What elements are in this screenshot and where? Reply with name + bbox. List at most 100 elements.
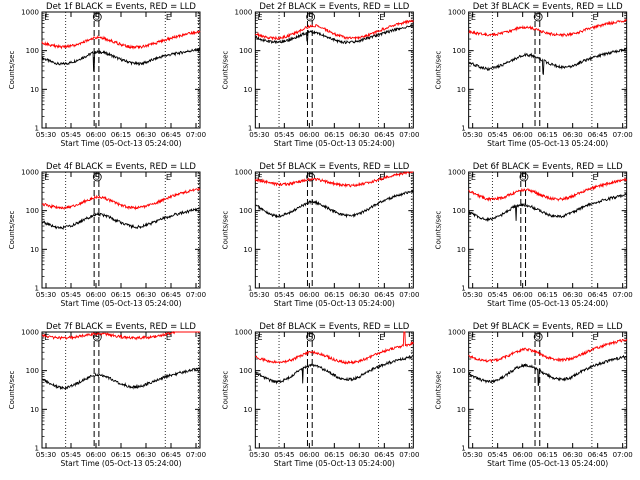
series-line-events	[468, 354, 628, 387]
x-tick-label: 06:00	[513, 451, 533, 459]
x-axis-label: Start Time (05-Oct-13 05:24:00)	[274, 299, 395, 308]
x-tick-label: 05:45	[61, 131, 81, 139]
y-tick-label: 10	[30, 406, 39, 414]
marker-e-left: E	[258, 333, 263, 342]
marker-e-left: E	[44, 173, 49, 182]
x-tick-label: 06:45	[374, 291, 394, 299]
marker-s: S	[521, 173, 526, 182]
y-tick-label: 100	[26, 207, 39, 215]
y-tick-label: 1	[248, 125, 252, 133]
panel-3f: Det 3f BLACK = Events, RED = LLD 1 10 100 10…	[435, 2, 633, 148]
x-tick-label: 06:15	[538, 291, 558, 299]
x-tick-label: 06:00	[86, 451, 106, 459]
x-tick-label: 06:30	[136, 291, 156, 299]
marker-s: S	[95, 173, 100, 182]
x-tick-label: 05:30	[463, 131, 483, 139]
panel-9f: Det 9f BLACK = Events, RED = LLD 1 10 100 10…	[435, 322, 633, 468]
marker-e-right: E	[593, 13, 598, 22]
x-tick-label: 06:15	[324, 131, 344, 139]
series-line-lld	[468, 338, 628, 364]
series-line-events	[41, 367, 201, 391]
y-axis-label: Counts/sec	[435, 211, 443, 250]
x-tick-label: 06:15	[111, 131, 131, 139]
x-tick-label: 05:30	[249, 131, 269, 139]
series-line-events	[41, 46, 201, 72]
x-axis-label: Start Time (05-Oct-13 05:24:00)	[60, 459, 181, 468]
series-line-lld	[41, 30, 201, 50]
y-tick-label: 10	[457, 246, 466, 254]
x-tick-label: 07:00	[186, 131, 206, 139]
x-axis-label: Start Time (05-Oct-13 05:24:00)	[274, 459, 395, 468]
marker-s-circle	[533, 12, 543, 22]
series-line-lld	[41, 330, 200, 341]
panel-title-8f: Det 8f BLACK = Events, RED = LLD	[259, 322, 409, 332]
series-line-events	[255, 354, 414, 385]
y-tick-label: 100	[239, 207, 252, 215]
x-tick-label: 06:15	[111, 291, 131, 299]
x-tick-label: 06:00	[513, 131, 533, 139]
series-line-lld	[468, 177, 628, 202]
x-tick-label: 06:00	[299, 291, 319, 299]
y-tick-label: 1000	[21, 169, 39, 177]
marker-s: S	[536, 13, 541, 22]
y-tick-label: 10	[243, 86, 252, 94]
series-line-events	[468, 193, 628, 222]
marker-s-circle	[306, 332, 316, 342]
x-axis-label: Start Time (05-Oct-13 05:24:00)	[274, 139, 395, 148]
y-tick-label: 100	[239, 47, 252, 55]
x-tick-label: 06:30	[136, 131, 156, 139]
marker-s-circle	[92, 172, 102, 182]
x-tick-label: 06:00	[86, 291, 106, 299]
marker-e-left: E	[471, 13, 476, 22]
y-tick-label: 1000	[21, 329, 39, 337]
x-tick-label: 05:45	[61, 291, 81, 299]
x-tick-label: 07:00	[613, 131, 633, 139]
y-tick-label: 1000	[448, 169, 466, 177]
panel-title-1f: Det 1f BLACK = Events, RED = LLD	[46, 2, 196, 12]
panel-title-6f: Det 6f BLACK = Events, RED = LLD	[473, 162, 623, 172]
y-tick-label: 10	[457, 406, 466, 414]
x-tick-label: 06:15	[538, 451, 558, 459]
x-axis-label: Start Time (05-Oct-13 05:24:00)	[60, 299, 181, 308]
y-tick-label: 1	[35, 445, 39, 453]
y-axis-label: Counts/sec	[8, 371, 16, 410]
x-tick-label: 06:30	[136, 451, 156, 459]
y-tick-label: 10	[30, 246, 39, 254]
y-tick-label: 1	[248, 285, 252, 293]
x-axis-label: Start Time (05-Oct-13 05:24:00)	[487, 299, 608, 308]
y-tick-label: 100	[452, 47, 465, 55]
series-line-events	[255, 189, 414, 219]
y-tick-label: 100	[239, 367, 252, 375]
x-tick-label: 06:45	[588, 451, 608, 459]
x-tick-label: 06:45	[588, 291, 608, 299]
panel-title-5f: Det 5f BLACK = Events, RED = LLD	[259, 162, 409, 172]
x-tick-label: 07:00	[613, 451, 633, 459]
x-axis-label: Start Time (05-Oct-13 05:24:00)	[60, 139, 181, 148]
x-tick-label: 05:30	[36, 291, 56, 299]
y-tick-label: 1000	[235, 9, 253, 17]
marker-s-circle	[92, 332, 102, 342]
panel-title-2f: Det 2f BLACK = Events, RED = LLD	[259, 2, 409, 12]
x-tick-label: 05:30	[249, 291, 269, 299]
x-tick-label: 06:45	[161, 131, 181, 139]
marker-s: S	[536, 333, 541, 342]
y-tick-label: 1000	[235, 169, 253, 177]
y-tick-label: 100	[26, 367, 39, 375]
marker-e-left: E	[471, 333, 476, 342]
x-tick-label: 05:45	[61, 451, 81, 459]
series-line-lld	[254, 171, 414, 188]
y-tick-label: 10	[243, 406, 252, 414]
marker-e-left: E	[258, 13, 263, 22]
marker-s-circle	[306, 12, 316, 22]
x-tick-label: 06:45	[374, 131, 394, 139]
y-axis-label: Counts/sec	[8, 211, 16, 250]
x-tick-label: 07:00	[399, 451, 419, 459]
panel-5f: Det 5f BLACK = Events, RED = LLD 1 10 100 10…	[221, 162, 419, 308]
marker-s: S	[95, 13, 100, 22]
x-tick-label: 05:30	[36, 451, 56, 459]
x-tick-label: 05:45	[488, 291, 508, 299]
x-tick-label: 06:30	[563, 131, 583, 139]
panel-8f: Det 8f BLACK = Events, RED = LLD 1 10 100 10…	[221, 322, 419, 468]
marker-s: S	[308, 333, 313, 342]
